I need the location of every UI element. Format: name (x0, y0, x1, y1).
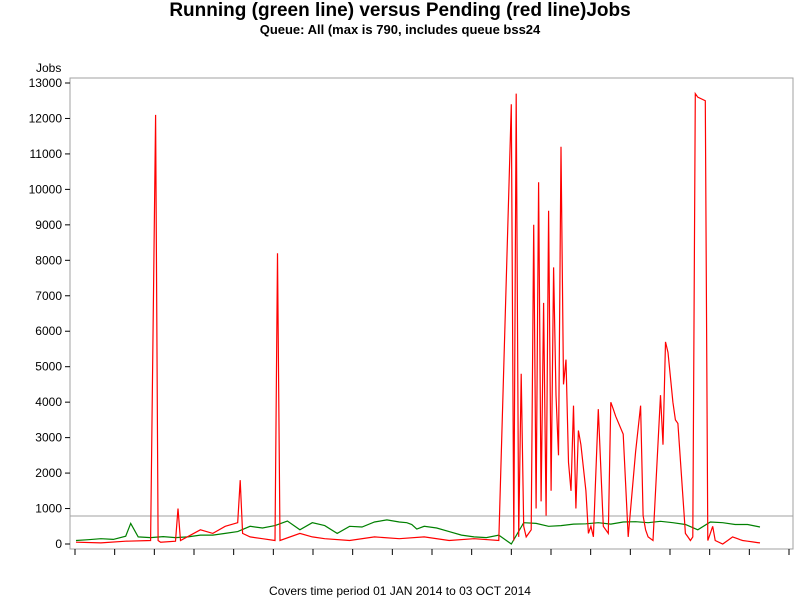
plot-frame (69, 77, 794, 550)
y-tick-label: 9000 (35, 218, 62, 232)
y-tick-label: 0 (55, 537, 62, 551)
y-tick-label: 6000 (35, 324, 62, 338)
y-axis-label: Jobs (36, 61, 61, 75)
y-tick-label: 4000 (35, 395, 62, 409)
y-tick-label: 3000 (35, 431, 62, 445)
y-tick-label: 10000 (29, 182, 63, 196)
running-series-line (75, 519, 761, 545)
pending-series-line (75, 91, 761, 545)
y-axis: 0 1000 2000 3000 4000 5000 6000 7000 8000 9000 100… (29, 76, 70, 551)
y-tick-label: 13000 (29, 76, 63, 90)
chart-title: Running (green line) versus Pending (red… (169, 0, 631, 21)
y-tick-label: 12000 (29, 111, 63, 125)
x-axis (74, 549, 790, 555)
y-tick-label: 5000 (35, 360, 62, 374)
y-tick-label: 8000 (35, 253, 62, 267)
y-tick-label: 1000 (35, 502, 62, 516)
chart-footnote: Covers time period 01 JAN 2014 to 03 OCT… (269, 584, 531, 598)
y-tick-label: 2000 (35, 466, 62, 480)
chart-subtitle: Queue: All (max is 790, includes queue b… (259, 22, 541, 37)
y-tick-label: 11000 (30, 147, 63, 161)
y-tick-label: 7000 (35, 289, 62, 303)
